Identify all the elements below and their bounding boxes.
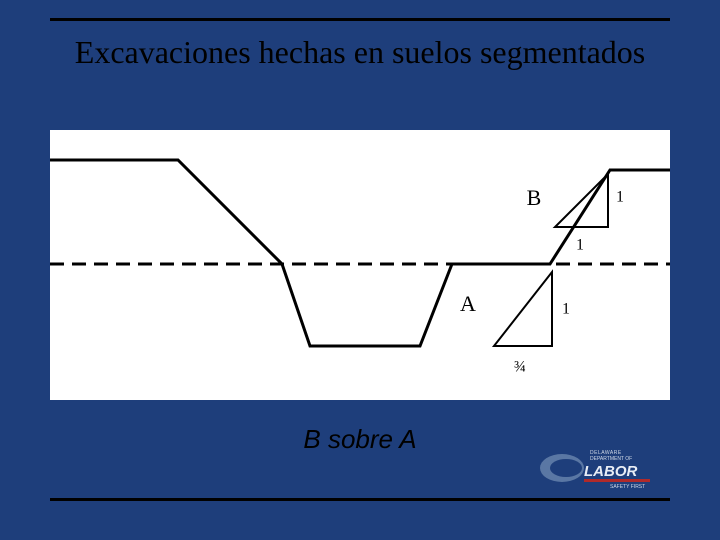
slide: Excavaciones hechas en suelos segmentado… bbox=[0, 0, 720, 540]
top-rule bbox=[50, 18, 670, 21]
svg-text:SAFETY FIRST: SAFETY FIRST bbox=[610, 484, 645, 490]
svg-text:DEPARTMENT OF: DEPARTMENT OF bbox=[590, 456, 632, 462]
slide-title: Excavaciones hechas en suelos segmentado… bbox=[0, 34, 720, 71]
labor-logo: DELAWAREDEPARTMENT OFLABORSAFETY FIRST bbox=[540, 446, 660, 490]
excavation-diagram: B 1 1 A 1 ¾ bbox=[50, 130, 670, 400]
svg-text:B: B bbox=[527, 185, 542, 210]
svg-text:¾: ¾ bbox=[514, 359, 526, 376]
bottom-rule bbox=[50, 498, 670, 501]
svg-text:A: A bbox=[460, 291, 476, 316]
svg-text:1: 1 bbox=[562, 301, 570, 318]
svg-text:1: 1 bbox=[616, 189, 624, 206]
svg-text:LABOR: LABOR bbox=[584, 463, 637, 480]
svg-text:1: 1 bbox=[576, 237, 584, 254]
